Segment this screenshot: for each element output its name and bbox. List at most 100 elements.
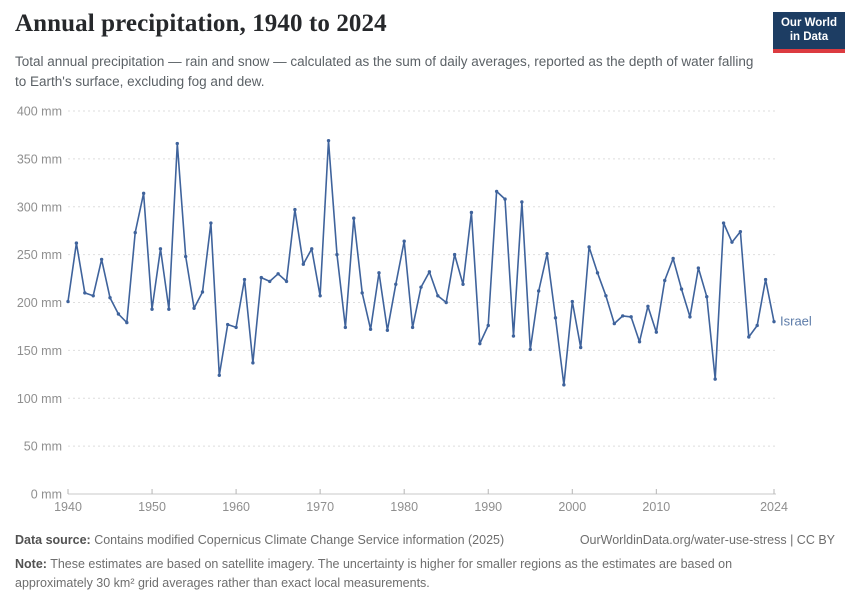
data-point (83, 291, 87, 295)
data-point (528, 347, 532, 352)
data-point (511, 334, 516, 338)
note-text: These estimates are based on satellite i… (15, 556, 733, 590)
data-point (536, 289, 541, 293)
data-point (125, 320, 129, 325)
data-point (209, 221, 213, 225)
data-point (671, 256, 675, 261)
owid-license-link[interactable]: OurWorldinData.org/water-use-stress | CC… (579, 533, 835, 547)
data-point (217, 373, 221, 377)
data-point (91, 294, 95, 298)
data-point (360, 291, 364, 295)
data-point (284, 279, 289, 284)
data-point (646, 304, 650, 309)
owid-logo-line2: in Data (789, 30, 829, 43)
data-point (629, 315, 633, 319)
data-point (763, 277, 768, 282)
data-point (310, 247, 314, 251)
x-axis-tick-label: 2010 (642, 500, 670, 514)
data-point (587, 245, 591, 249)
data-point (192, 306, 196, 310)
data-point (66, 299, 70, 304)
data-point (133, 230, 137, 235)
owid-logo[interactable]: Our World in Data (772, 12, 845, 54)
note: Note: These estimates are based on satel… (15, 555, 760, 593)
data-point (486, 323, 490, 328)
data-point (377, 271, 381, 275)
data-point (326, 138, 331, 143)
data-point (713, 377, 717, 381)
data-point (461, 282, 465, 287)
data-point (755, 323, 759, 328)
y-axis-tick-label: 50 mm (24, 440, 62, 454)
y-axis-tick-label: 400 mm (17, 105, 62, 119)
data-point (385, 328, 390, 332)
data-point (562, 383, 566, 387)
data-point (730, 240, 734, 244)
data-point (436, 294, 440, 298)
data-point (578, 345, 583, 350)
chart-footer: Data source: Contains modified Copernicu… (15, 531, 835, 592)
x-axis-tick-label: 1940 (54, 500, 82, 514)
x-axis-tick-label: 1980 (390, 500, 418, 514)
chart-title: Annual precipitation, 1940 to 2024 (15, 10, 387, 37)
data-point (595, 271, 600, 275)
y-axis-tick-label: 200 mm (17, 296, 62, 310)
data-point (251, 361, 255, 365)
data-point (352, 216, 356, 220)
data-source: Data source: Contains modified Copernicu… (15, 531, 504, 550)
x-axis-tick-label: 1950 (138, 500, 166, 514)
note-label: Note: (15, 556, 47, 571)
data-point (637, 340, 642, 344)
data-point (688, 315, 692, 319)
y-axis-tick-label: 350 mm (17, 152, 62, 166)
data-point (259, 275, 264, 280)
data-point (158, 247, 163, 251)
data-point (419, 285, 423, 289)
data-line (67, 139, 775, 386)
data-point (520, 200, 524, 204)
data-point (679, 287, 684, 291)
data-point (604, 294, 608, 298)
owid-logo-line1: Our World (780, 17, 837, 29)
data-point (242, 277, 247, 282)
data-point (301, 262, 306, 266)
data-point (545, 251, 549, 256)
data-point (696, 266, 701, 270)
entity-label: Israel (780, 314, 812, 329)
line-chart: 0 mm 50 mm 100 mm 150 mm 200 mm 250 mm 300 mm 3… (17, 105, 812, 515)
data-point (368, 327, 373, 332)
data-point (141, 191, 146, 196)
data-source-label: Data source: (15, 533, 91, 547)
data-point (402, 239, 406, 243)
data-point (410, 325, 415, 330)
data-point (494, 189, 499, 194)
data-point (225, 322, 230, 327)
data-point (721, 221, 726, 225)
data-point (621, 314, 625, 318)
data-point (343, 325, 348, 330)
y-axis-tick-label: 0 mm (31, 488, 62, 502)
data-point (747, 335, 751, 339)
x-axis-tick-label: 2000 (558, 500, 586, 514)
data-point (654, 330, 659, 334)
data-point (553, 316, 558, 320)
data-point (478, 341, 482, 346)
data-point (167, 307, 171, 311)
x-axis-tick-label: 2024 (760, 500, 788, 514)
y-axis-tick-label: 150 mm (17, 344, 62, 358)
data-point (705, 295, 709, 299)
data-point (234, 325, 238, 330)
data-point (427, 270, 432, 274)
data-point (570, 299, 574, 304)
y-axis-tick-label: 250 mm (17, 248, 62, 262)
data-point (276, 272, 280, 276)
data-point (394, 282, 398, 287)
data-point (469, 210, 474, 215)
data-point (183, 254, 188, 259)
x-axis-tick-label: 1960 (222, 500, 250, 514)
data-point (663, 278, 667, 283)
data-point (444, 300, 448, 305)
data-point (772, 319, 776, 324)
data-point (200, 290, 205, 294)
